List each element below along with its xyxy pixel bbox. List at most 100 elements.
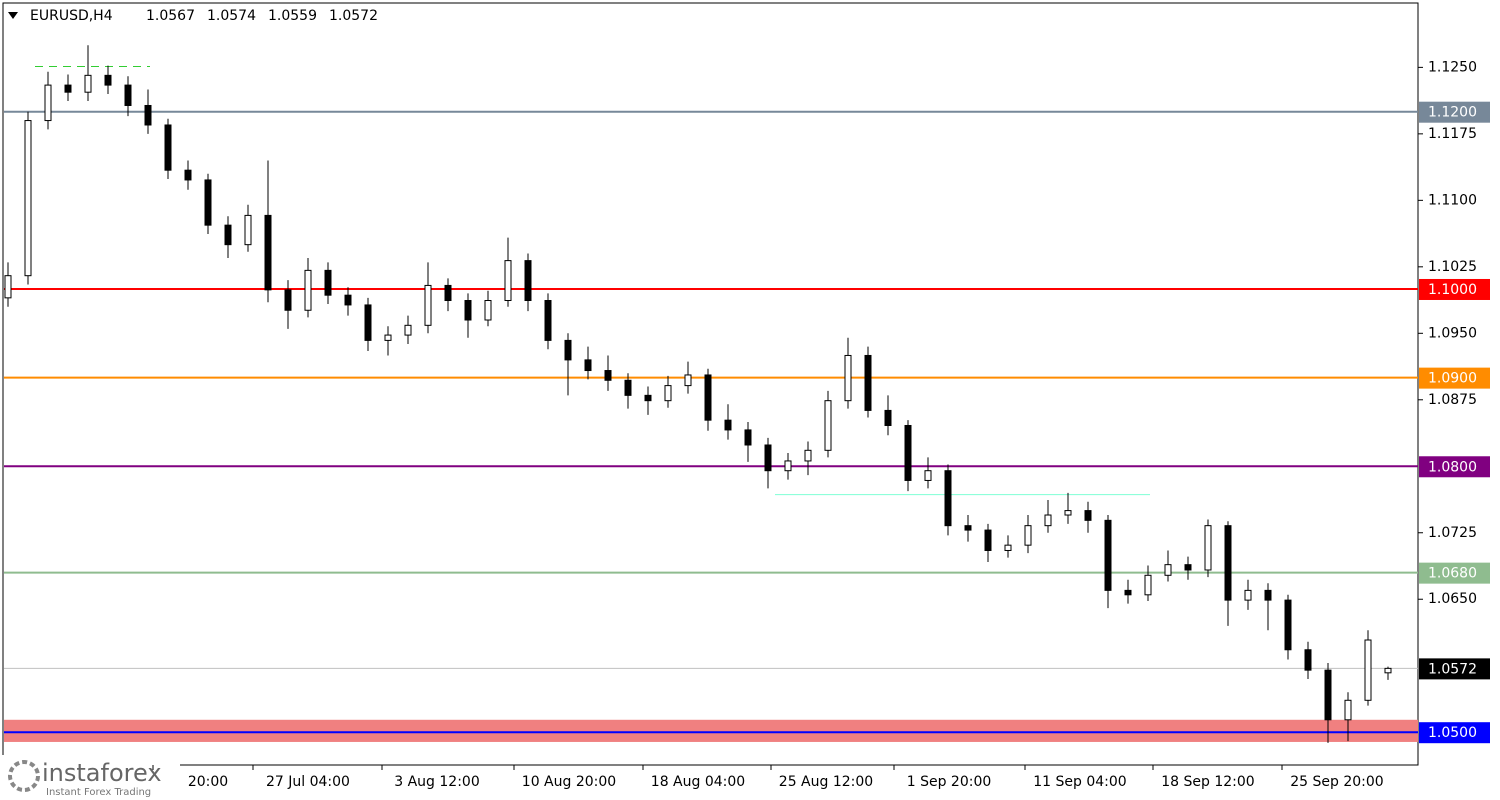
candle-body bbox=[324, 269, 332, 296]
candle-body bbox=[344, 294, 352, 306]
candle-body bbox=[1164, 564, 1172, 576]
candle-body bbox=[164, 124, 172, 171]
candle-body bbox=[64, 84, 72, 93]
ohlc-value: 1.0572 bbox=[329, 8, 378, 24]
candle-body bbox=[1044, 514, 1052, 527]
x-tick-label: 10 Aug 20:00 bbox=[522, 774, 616, 790]
candle-body bbox=[184, 169, 192, 181]
candle-body bbox=[1344, 699, 1352, 721]
ohlc-value: 1.0567 bbox=[146, 8, 195, 24]
level-label-bg bbox=[1419, 367, 1490, 389]
x-tick-label: 1 Sep 20:00 bbox=[907, 774, 992, 790]
candle-body bbox=[924, 470, 932, 481]
candle-body bbox=[864, 354, 872, 411]
candle-body bbox=[464, 300, 472, 321]
candle-body bbox=[544, 300, 552, 341]
logo-bg bbox=[0, 755, 180, 800]
candle-body bbox=[1224, 525, 1232, 601]
candle-body bbox=[844, 354, 852, 402]
candle-body bbox=[1124, 589, 1132, 596]
candle-body bbox=[964, 525, 972, 531]
x-tick-label: 25 Aug 12:00 bbox=[779, 774, 873, 790]
candle-body bbox=[784, 460, 792, 472]
symbol: EURUSD,H4 bbox=[30, 8, 113, 24]
candle-body bbox=[744, 429, 752, 446]
candle-body bbox=[604, 370, 612, 381]
y-tick-label: 1.0725 bbox=[1428, 525, 1477, 541]
y-tick-label: 1.1100 bbox=[1428, 192, 1477, 208]
level-label: 1.1000 bbox=[1428, 282, 1477, 298]
plot bbox=[4, 45, 1418, 743]
logo-name: instaforex bbox=[42, 759, 162, 787]
candle-body bbox=[1024, 525, 1032, 546]
x-tick-label: 18 Aug 04:00 bbox=[651, 774, 745, 790]
logo-tagline: Instant Forex Trading bbox=[46, 787, 151, 798]
candle-body bbox=[1004, 544, 1012, 551]
y-tick-label: 1.1250 bbox=[1428, 59, 1477, 75]
candle-body bbox=[424, 284, 432, 326]
candle-body bbox=[664, 385, 672, 402]
candle-body bbox=[504, 260, 512, 302]
candle-body bbox=[524, 260, 532, 302]
candle-body bbox=[304, 269, 312, 311]
candle-body bbox=[1364, 639, 1372, 701]
candle-body bbox=[44, 84, 52, 122]
candle-body bbox=[764, 444, 772, 472]
level-label: 1.0900 bbox=[1428, 371, 1477, 387]
candle-body bbox=[364, 304, 372, 341]
level-label: 1.0500 bbox=[1428, 725, 1477, 741]
menu-arrow bbox=[8, 12, 18, 19]
candle-body bbox=[24, 120, 32, 277]
x-tick-label: 20:00 bbox=[188, 774, 228, 790]
level-label-bg bbox=[1419, 456, 1490, 478]
candle-body bbox=[1184, 564, 1192, 571]
x-tick-label: 18 Sep 12:00 bbox=[1161, 774, 1254, 790]
y-tick-label: 1.0650 bbox=[1428, 591, 1477, 607]
x-tick-label: 11 Sep 04:00 bbox=[1033, 774, 1126, 790]
x-tick-label: 25 Sep 20:00 bbox=[1290, 774, 1383, 790]
candle-body bbox=[984, 529, 992, 551]
ohlc-value: 1.0574 bbox=[207, 8, 256, 24]
candle-body bbox=[564, 339, 572, 361]
candle-body bbox=[4, 275, 12, 299]
ohlc-value: 1.0559 bbox=[268, 8, 317, 24]
candle-body bbox=[444, 284, 452, 302]
candle-body bbox=[1304, 649, 1312, 671]
candle-body bbox=[684, 374, 692, 387]
candle-body bbox=[644, 394, 652, 402]
level-label: 1.0572 bbox=[1428, 661, 1477, 677]
y-tick-label: 1.0950 bbox=[1428, 325, 1477, 341]
support-zone bbox=[4, 719, 1418, 742]
candle-body bbox=[584, 359, 592, 372]
level-label-bg bbox=[1419, 278, 1490, 300]
y-tick-label: 1.1175 bbox=[1428, 126, 1477, 142]
level-label-bg bbox=[1419, 658, 1490, 680]
candle-body bbox=[884, 409, 892, 426]
candle-body bbox=[704, 374, 712, 421]
level-label-bg bbox=[1419, 562, 1490, 584]
candle-body bbox=[124, 84, 132, 106]
level-label-bg bbox=[1419, 101, 1490, 123]
x-tick-label: 27 Jul 04:00 bbox=[266, 774, 350, 790]
candle-body bbox=[824, 400, 832, 451]
candle-body bbox=[904, 424, 912, 481]
level-label: 1.0680 bbox=[1428, 566, 1477, 582]
candle-body bbox=[624, 379, 632, 396]
candle-body bbox=[1264, 589, 1272, 601]
candle-body bbox=[1064, 510, 1072, 516]
candle-body bbox=[1284, 599, 1292, 651]
candle-body bbox=[404, 324, 412, 336]
candle-body bbox=[224, 224, 232, 246]
y-tick-label: 1.0875 bbox=[1428, 392, 1477, 408]
plot-frame bbox=[2, 2, 1419, 766]
logo: instaforex Instant Forex Trading bbox=[0, 755, 180, 800]
candle-body bbox=[244, 214, 252, 246]
level-label-bg bbox=[1419, 722, 1490, 744]
candle-body bbox=[804, 449, 812, 462]
candle-body bbox=[724, 419, 732, 431]
candle-body bbox=[1244, 589, 1252, 601]
candle-body bbox=[264, 214, 272, 291]
candle-body bbox=[384, 334, 392, 341]
candle-body bbox=[284, 289, 292, 311]
